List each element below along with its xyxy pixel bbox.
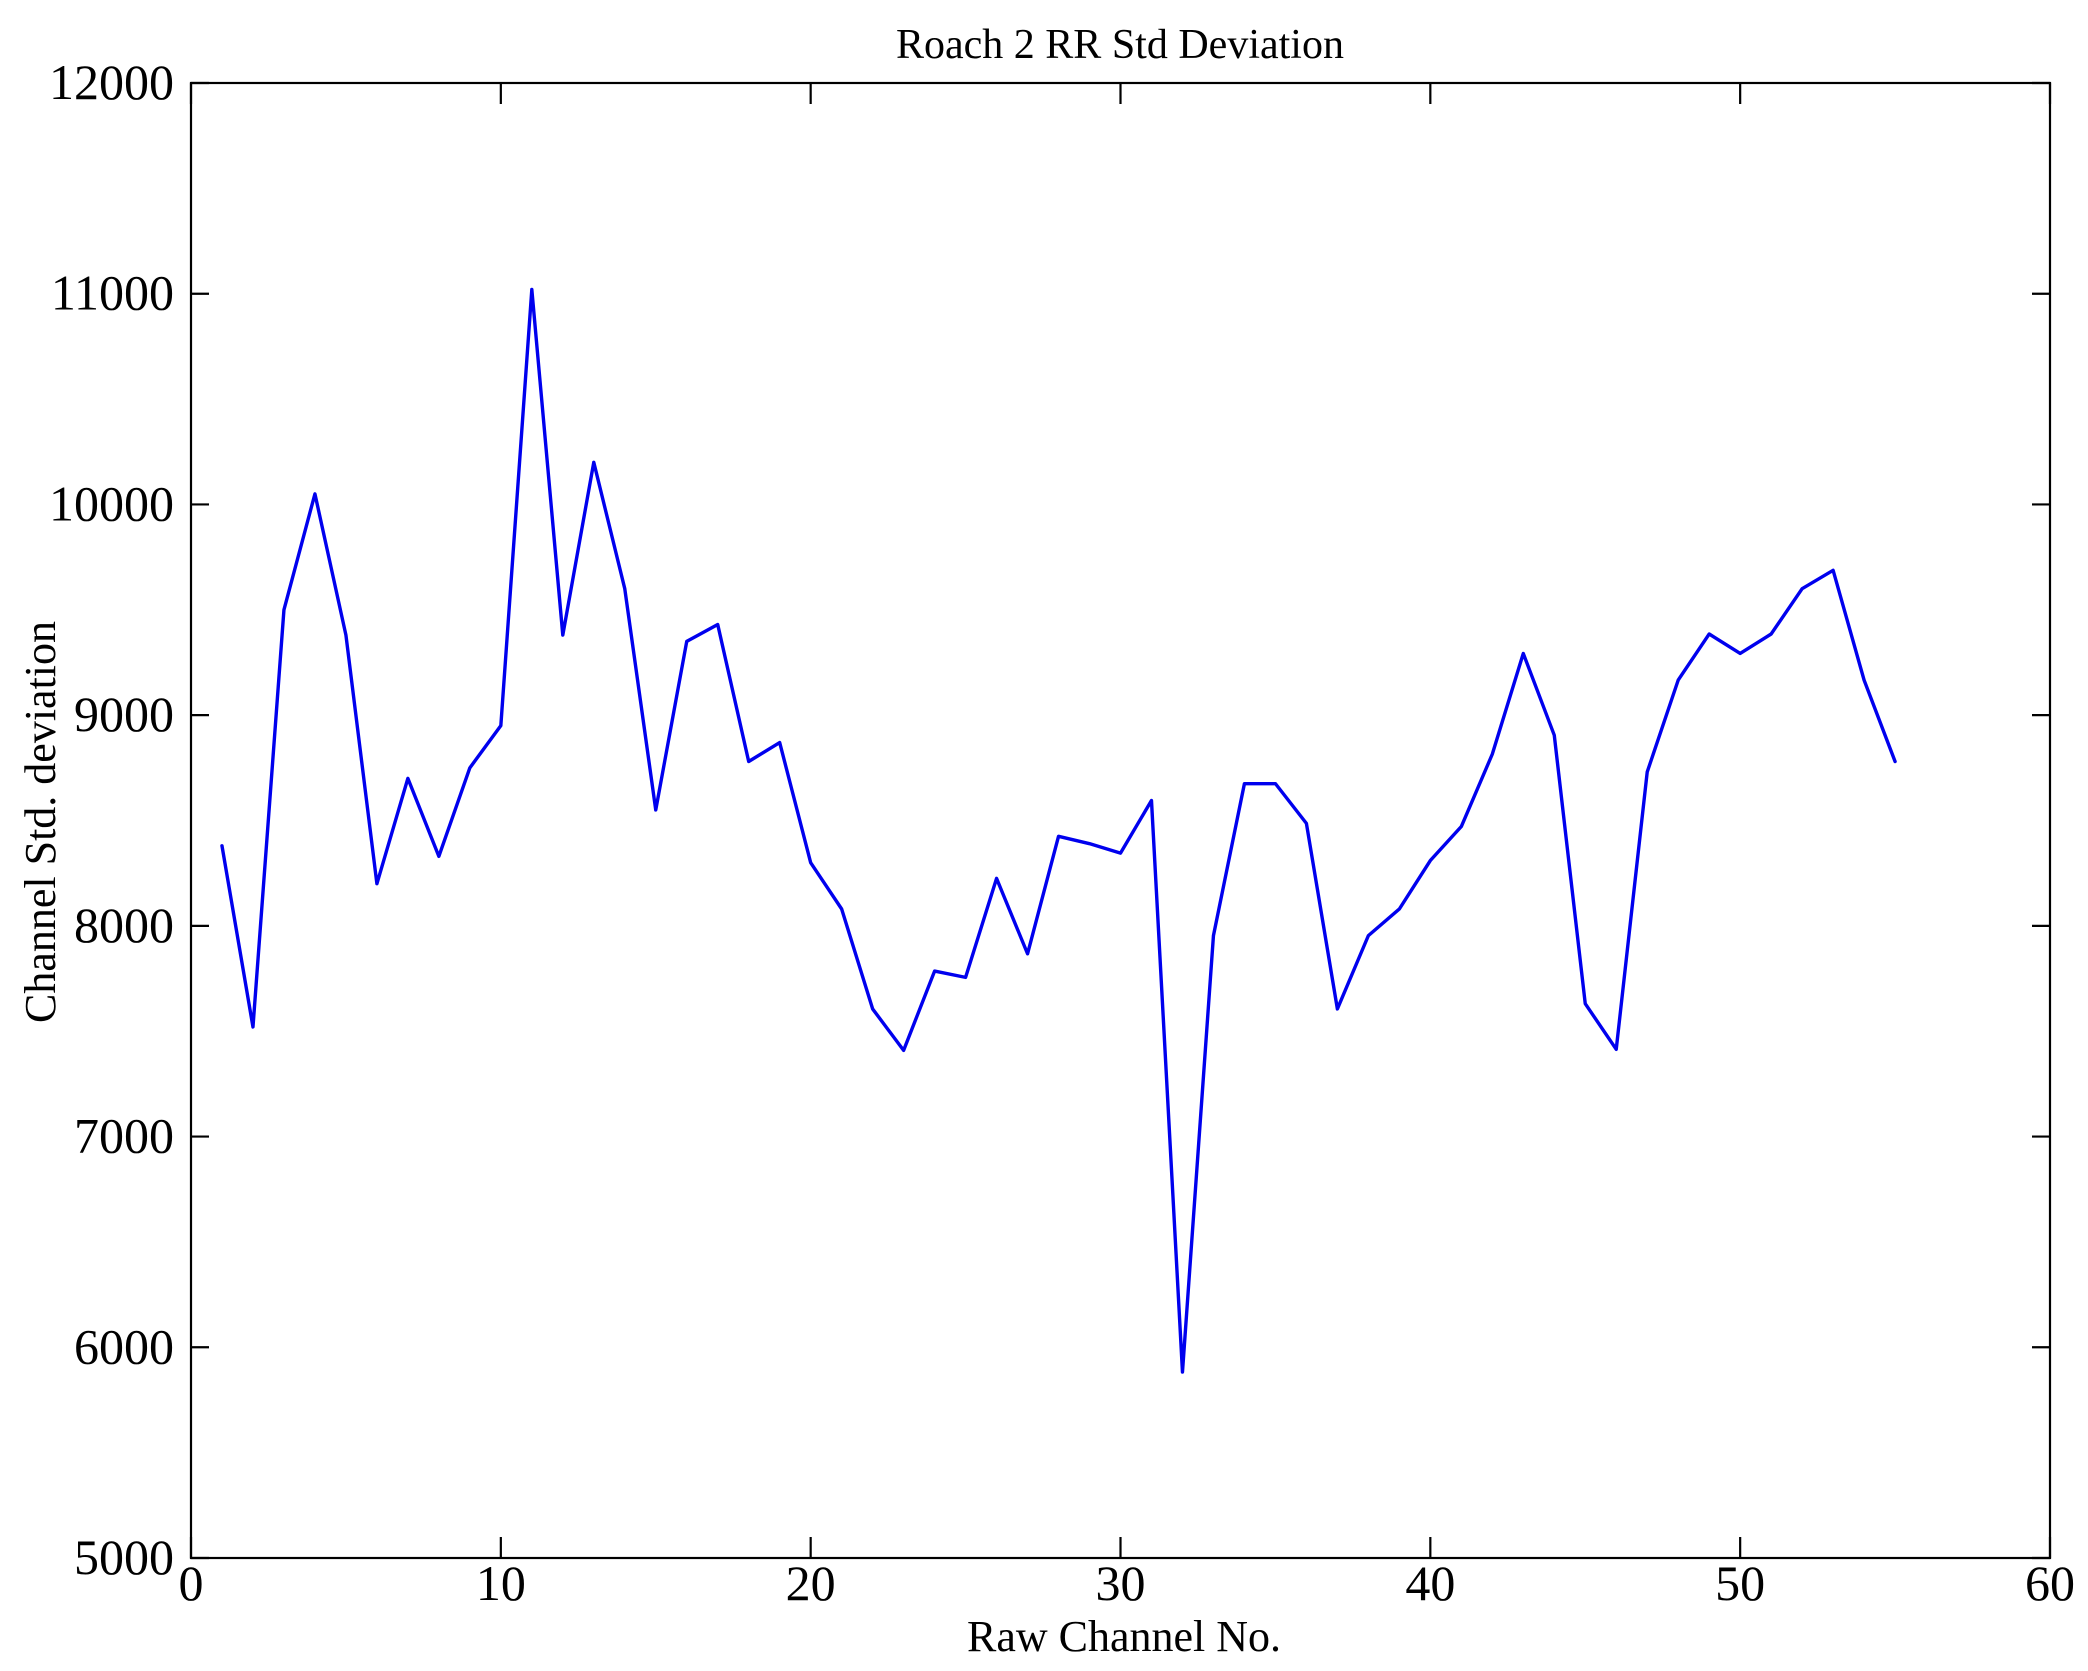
svg-text:8000: 8000 <box>74 897 174 953</box>
svg-text:7000: 7000 <box>74 1108 174 1164</box>
svg-text:60: 60 <box>2025 1555 2075 1611</box>
svg-text:5000: 5000 <box>74 1529 174 1585</box>
svg-text:Channel Std. deviation: Channel Std. deviation <box>16 621 65 1023</box>
svg-text:9000: 9000 <box>74 686 174 742</box>
svg-text:10000: 10000 <box>49 475 174 531</box>
svg-text:0: 0 <box>179 1555 204 1611</box>
svg-text:40: 40 <box>1405 1555 1455 1611</box>
svg-text:10: 10 <box>476 1555 526 1611</box>
svg-text:12000: 12000 <box>49 54 174 110</box>
svg-text:6000: 6000 <box>74 1318 174 1374</box>
svg-text:Raw Channel No.: Raw Channel No. <box>967 1612 1281 1661</box>
svg-text:30: 30 <box>1096 1555 1146 1611</box>
svg-text:11000: 11000 <box>51 265 174 321</box>
svg-text:50: 50 <box>1715 1555 1765 1611</box>
svg-text:Roach 2 RR Std Deviation: Roach 2 RR Std Deviation <box>896 22 1344 68</box>
svg-text:20: 20 <box>786 1555 836 1611</box>
